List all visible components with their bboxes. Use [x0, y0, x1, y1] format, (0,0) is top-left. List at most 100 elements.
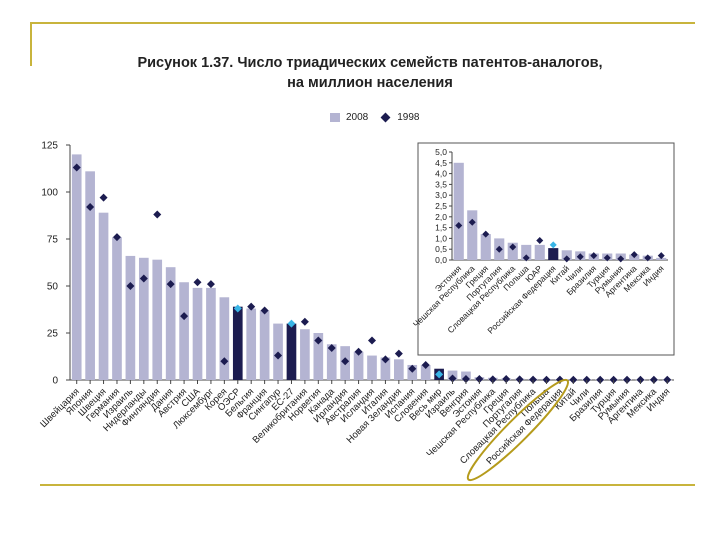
main-marker-1998	[475, 375, 484, 384]
main-marker-1998	[112, 233, 121, 242]
inset-y-tick-label: 4,5	[435, 158, 447, 168]
inset-marker-1998	[495, 245, 503, 253]
chart-title-line1: Рисунок 1.37. Число триадических семейст…	[137, 55, 603, 71]
main-marker-1998	[663, 375, 672, 384]
inset-marker-1998	[509, 243, 517, 251]
main-bar	[300, 329, 310, 380]
legend-label-1998: 1998	[397, 112, 420, 123]
main-marker-1998	[368, 336, 376, 345]
main-marker-1998	[354, 347, 363, 356]
main-marker-1998	[206, 280, 215, 289]
main-marker-1998	[86, 203, 95, 212]
inset-y-tick-label: 2,5	[435, 201, 447, 211]
main-marker-1998	[314, 336, 323, 345]
inset-marker-1998	[455, 221, 463, 229]
inset-bar	[534, 244, 545, 260]
main-bar	[259, 310, 270, 380]
inset-marker-1998	[590, 252, 598, 260]
inset-marker-1998	[630, 251, 638, 259]
main-marker-1998	[193, 278, 202, 287]
main-marker-1998	[394, 349, 403, 358]
inset-y-tick-label: 0,5	[435, 244, 447, 254]
annotation-ellipse	[466, 378, 570, 482]
inset-marker-1998	[468, 218, 476, 226]
main-bar	[313, 333, 324, 380]
inset-marker-1998	[576, 253, 584, 261]
main-marker-1998	[341, 357, 350, 366]
legend: 2008 1998	[330, 112, 420, 123]
main-bar	[192, 287, 203, 380]
inset-y-tick-label: 5,0	[435, 147, 447, 157]
main-bar	[232, 306, 243, 380]
inset-y-tick-label: 1,5	[435, 223, 447, 233]
main-bar	[286, 323, 297, 380]
main-marker-1998	[582, 375, 591, 384]
main-marker-1998	[448, 374, 457, 383]
frame-bottom-line	[40, 484, 695, 486]
inset-bar	[521, 244, 532, 260]
inset-y-tick-label: 0,0	[435, 255, 447, 265]
main-marker-1998	[166, 280, 175, 289]
inset-bar	[548, 248, 559, 260]
main-y-tick-label: 75	[47, 235, 59, 246]
inset-bar	[453, 162, 464, 260]
inset-bar	[561, 250, 572, 260]
main-bar	[353, 351, 364, 380]
inset-y-tick-label: 3,5	[435, 179, 447, 189]
main-y-tick-label: 50	[47, 282, 59, 293]
main-bar	[246, 308, 257, 380]
frame-top-line	[30, 22, 695, 24]
legend-label-2008: 2008	[346, 112, 369, 123]
main-marker-1998	[327, 344, 336, 353]
frame-left-line	[30, 22, 32, 66]
main-y-tick-label: 125	[41, 141, 58, 152]
main-marker-1998	[461, 375, 470, 384]
inset-y-tick-label: 2,0	[435, 212, 447, 222]
main-marker-1998	[488, 375, 497, 384]
inset-y-tick-label: 3,0	[435, 190, 447, 200]
main-bar	[420, 364, 431, 380]
main-y-tick-label: 100	[41, 188, 58, 199]
main-bar	[125, 255, 136, 380]
main-marker-1998	[529, 375, 538, 384]
main-marker-1998	[126, 282, 135, 290]
main-bar	[179, 282, 189, 380]
main-marker-1998	[636, 375, 645, 384]
inset-bar	[507, 242, 518, 260]
inset-marker-1998	[644, 254, 652, 262]
main-marker-1998	[287, 319, 296, 328]
inset-marker-1998	[657, 252, 665, 260]
inset-marker-1998	[482, 230, 490, 238]
inset-y-tick-label: 1,0	[435, 233, 447, 243]
inset-marker-1998	[549, 241, 557, 249]
main-marker-1998	[381, 355, 390, 364]
inset-marker-1998	[617, 255, 625, 263]
main-marker-1998	[609, 375, 618, 384]
main-bar	[98, 212, 109, 380]
main-y-tick-label: 0	[52, 376, 58, 387]
inset-marker-1998	[563, 255, 571, 263]
main-marker-1998	[569, 375, 578, 384]
main-marker-1998	[247, 302, 256, 311]
main-bar	[367, 355, 377, 380]
main-marker-1998	[139, 274, 148, 283]
main-marker-1998	[233, 304, 242, 313]
main-bar	[112, 237, 122, 380]
main-marker-1998	[596, 375, 605, 384]
inset-bar	[467, 210, 478, 260]
main-marker-1998	[623, 375, 632, 384]
main-marker-1998	[99, 193, 108, 202]
main-bar	[85, 171, 95, 380]
inset-y-tick-label: 4,0	[435, 169, 447, 179]
main-marker-1998	[515, 375, 524, 384]
main-marker-1998	[274, 351, 283, 360]
main-bar	[380, 357, 391, 380]
main-marker-1998	[260, 306, 269, 315]
main-bar	[326, 344, 337, 380]
main-marker-1998	[180, 312, 189, 321]
main-bar	[394, 359, 404, 380]
chart-title: Рисунок 1.37. Число триадических семейст…	[60, 53, 680, 93]
main-bar	[138, 257, 149, 380]
main-marker-1998	[153, 210, 162, 219]
